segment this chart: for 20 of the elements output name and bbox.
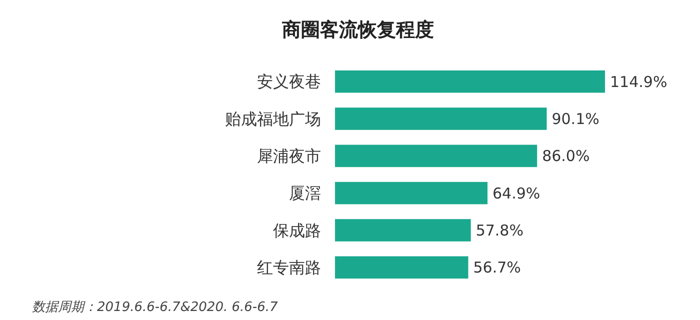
y-tick-label: 红专南路 bbox=[257, 258, 321, 278]
y-tick-label: 保成路 bbox=[273, 220, 321, 240]
y-tick-label: 安义夜巷 bbox=[257, 72, 321, 92]
bar bbox=[335, 144, 538, 168]
bar bbox=[335, 108, 547, 130]
bar bbox=[335, 182, 488, 204]
bar bbox=[335, 70, 605, 93]
data-label: 90.1% bbox=[552, 110, 600, 128]
chart-title: 商圈客流恢复程度 bbox=[281, 19, 434, 41]
y-tick-label: 厦滘 bbox=[289, 184, 321, 203]
bar bbox=[335, 219, 471, 242]
bar bbox=[335, 256, 468, 279]
data-label: 114.9% bbox=[610, 72, 668, 91]
data-label: 56.7% bbox=[473, 258, 521, 277]
y-tick-label: 犀浦夜市 bbox=[257, 146, 321, 166]
data-label: 57.8% bbox=[476, 222, 524, 240]
y-tick-label: 贻成福地广场 bbox=[225, 109, 321, 128]
data-label: 64.9% bbox=[492, 184, 540, 202]
text: 数据周期：2019.6.6-6.7&2020. 6.6-6.7 bbox=[32, 300, 279, 315]
data-label: 86.0% bbox=[542, 147, 590, 166]
